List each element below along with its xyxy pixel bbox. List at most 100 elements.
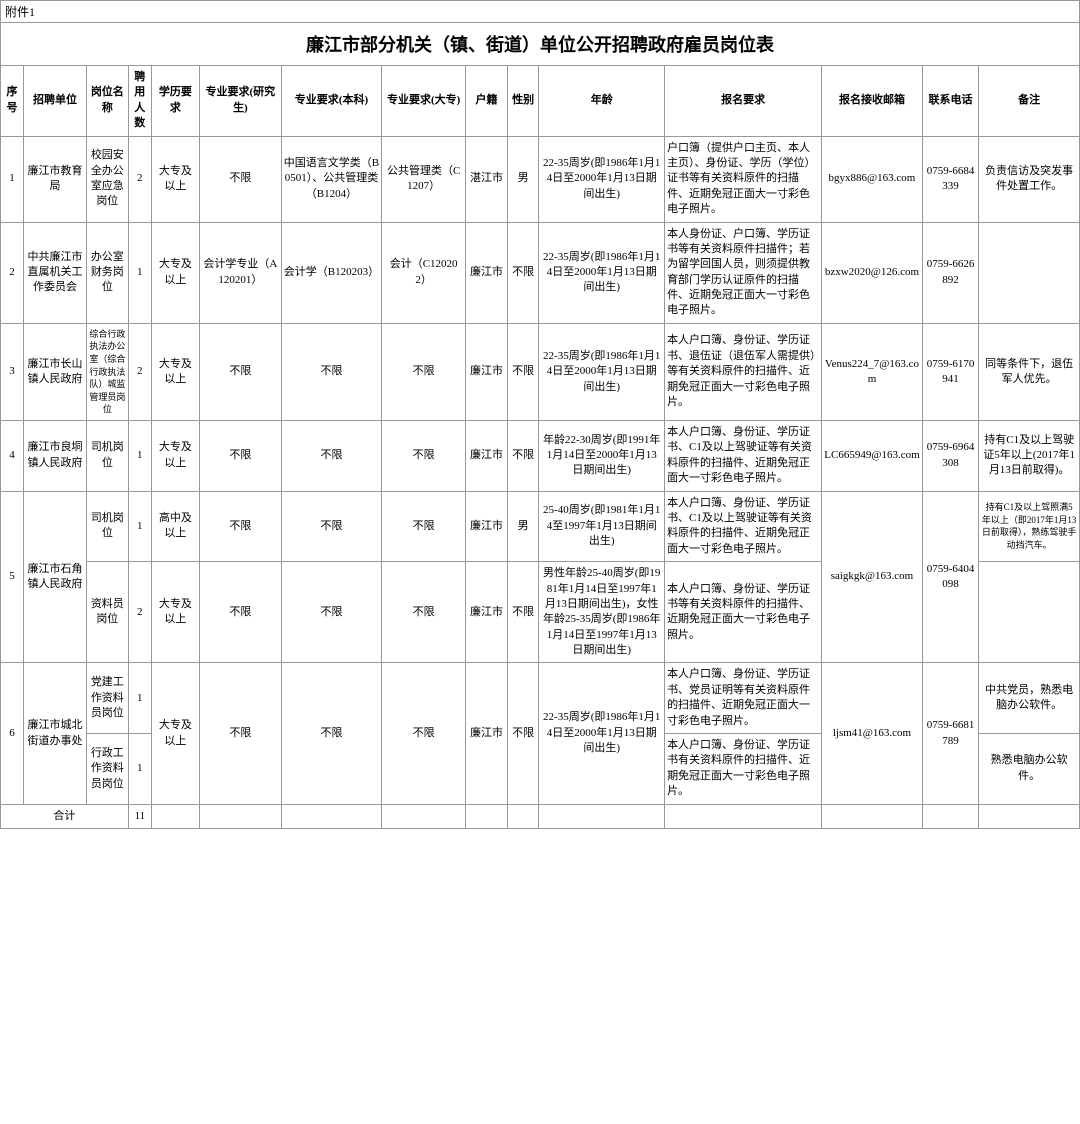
table-row: 4 廉江市良垌镇人民政府 司机岗位 1 大专及以上 不限 不限 不限 廉江市 不… bbox=[1, 421, 1080, 492]
cell-remark: 中共党员，熟悉电脑办公软件。 bbox=[979, 663, 1080, 734]
cell-age: 男性年龄25-40周岁(即1981年1月14日至1997年1月13日期间出生)，… bbox=[539, 562, 665, 663]
th-phone: 联系电话 bbox=[922, 66, 979, 137]
cell-edu: 大专及以上 bbox=[151, 562, 199, 663]
cell-empty bbox=[665, 804, 822, 828]
cell-hukou: 廉江市 bbox=[466, 491, 508, 562]
cell-empty bbox=[922, 804, 979, 828]
cell-total-label: 合计 bbox=[1, 804, 129, 828]
cell-empty bbox=[507, 804, 538, 828]
cell-post: 资料员岗位 bbox=[86, 562, 128, 663]
table-row: 1 廉江市教育局 校园安全办公室应急岗位 2 大专及以上 不限 中国语言文学类（… bbox=[1, 136, 1080, 222]
cell-apply-req: 本人户口簿、身份证、学历证书、C1及以上驾驶证等有关资料原件的扫描件、近期免冠正… bbox=[665, 491, 822, 562]
cell-phone: 0759-6170941 bbox=[922, 323, 979, 420]
recruitment-table: 序号 招聘单位 岗位名称 聘用人数 学历要求 专业要求(研究生) 专业要求(本科… bbox=[0, 65, 1080, 829]
cell-count: 1 bbox=[128, 663, 151, 734]
cell-email: bgyx886@163.com bbox=[822, 136, 923, 222]
cell-email: bzxw2020@126.com bbox=[822, 222, 923, 323]
cell-major-grad: 会计学专业（A120201） bbox=[199, 222, 281, 323]
cell-seq: 4 bbox=[1, 421, 24, 492]
cell-empty bbox=[281, 804, 382, 828]
cell-apply-req: 本人户口簿、身份证、学历证书、退伍证（退伍军人需提供）等有关资料原件的扫描件、近… bbox=[665, 323, 822, 420]
cell-remark bbox=[979, 562, 1080, 663]
cell-major-bach: 中国语言文学类（B0501）、公共管理类（B1204） bbox=[281, 136, 382, 222]
cell-edu: 大专及以上 bbox=[151, 421, 199, 492]
cell-major-coll: 不限 bbox=[382, 663, 466, 804]
cell-edu: 大专及以上 bbox=[151, 136, 199, 222]
cell-phone: 0759-6404098 bbox=[922, 491, 979, 663]
cell-seq: 5 bbox=[1, 491, 24, 663]
cell-seq: 6 bbox=[1, 663, 24, 804]
cell-apply-req: 本人户口簿、身份证、学历证书、党员证明等有关资料原件的扫描件、近期免冠正面大一寸… bbox=[665, 663, 822, 734]
cell-post: 行政工作资料员岗位 bbox=[86, 734, 128, 805]
cell-unit: 廉江市长山镇人民政府 bbox=[24, 323, 87, 420]
cell-unit: 廉江市良垌镇人民政府 bbox=[24, 421, 87, 492]
cell-major-grad: 不限 bbox=[199, 663, 281, 804]
cell-major-grad: 不限 bbox=[199, 562, 281, 663]
cell-email: Venus224_7@163.com bbox=[822, 323, 923, 420]
cell-major-coll: 不限 bbox=[382, 491, 466, 562]
cell-empty bbox=[979, 804, 1080, 828]
th-major-coll: 专业要求(大专) bbox=[382, 66, 466, 137]
cell-major-grad: 不限 bbox=[199, 323, 281, 420]
th-unit: 招聘单位 bbox=[24, 66, 87, 137]
cell-post: 办公室财务岗位 bbox=[86, 222, 128, 323]
cell-count: 1 bbox=[128, 222, 151, 323]
cell-hukou: 廉江市 bbox=[466, 663, 508, 804]
cell-edu: 大专及以上 bbox=[151, 663, 199, 804]
cell-hukou: 湛江市 bbox=[466, 136, 508, 222]
cell-apply-req: 本人户口簿、身份证、学历证书有关资料原件的扫描件、近期免冠正面大一寸彩色电子照片… bbox=[665, 734, 822, 805]
table-row: 3 廉江市长山镇人民政府 综合行政执法办公室（综合行政执法队）城监管理员岗位 2… bbox=[1, 323, 1080, 420]
th-major-bach: 专业要求(本科) bbox=[281, 66, 382, 137]
cell-count: 2 bbox=[128, 323, 151, 420]
cell-major-coll: 公共管理类（C1207） bbox=[382, 136, 466, 222]
cell-edu: 高中及以上 bbox=[151, 491, 199, 562]
cell-seq: 1 bbox=[1, 136, 24, 222]
cell-remark: 持有C1及以上驾驶证5年以上(2017年1月13日前取得)。 bbox=[979, 421, 1080, 492]
cell-email: ljsm41@163.com bbox=[822, 663, 923, 804]
cell-major-bach: 会计学（B120203） bbox=[281, 222, 382, 323]
table-header-row: 序号 招聘单位 岗位名称 聘用人数 学历要求 专业要求(研究生) 专业要求(本科… bbox=[1, 66, 1080, 137]
cell-major-grad: 不限 bbox=[199, 421, 281, 492]
cell-remark: 熟悉电脑办公软件。 bbox=[979, 734, 1080, 805]
cell-count: 2 bbox=[128, 562, 151, 663]
table-row: 6 廉江市城北街道办事处 党建工作资料员岗位 1 大专及以上 不限 不限 不限 … bbox=[1, 663, 1080, 734]
cell-post: 党建工作资料员岗位 bbox=[86, 663, 128, 734]
cell-count: 2 bbox=[128, 136, 151, 222]
cell-gender: 不限 bbox=[507, 562, 538, 663]
th-major-grad: 专业要求(研究生) bbox=[199, 66, 281, 137]
cell-age: 年龄22-30周岁(即1991年1月14日至2000年1月13日期间出生) bbox=[539, 421, 665, 492]
cell-major-coll: 会计（C120202） bbox=[382, 222, 466, 323]
cell-major-bach: 不限 bbox=[281, 421, 382, 492]
cell-gender: 不限 bbox=[507, 421, 538, 492]
cell-empty bbox=[151, 804, 199, 828]
attachment-label: 附件1 bbox=[0, 0, 1080, 22]
cell-empty bbox=[539, 804, 665, 828]
cell-empty bbox=[382, 804, 466, 828]
cell-empty bbox=[199, 804, 281, 828]
cell-major-bach: 不限 bbox=[281, 323, 382, 420]
cell-remark: 同等条件下，退伍军人优先。 bbox=[979, 323, 1080, 420]
cell-seq: 2 bbox=[1, 222, 24, 323]
th-hukou: 户籍 bbox=[466, 66, 508, 137]
cell-post: 司机岗位 bbox=[86, 421, 128, 492]
cell-phone: 0759-6964308 bbox=[922, 421, 979, 492]
cell-empty bbox=[822, 804, 923, 828]
cell-major-grad: 不限 bbox=[199, 491, 281, 562]
cell-phone: 0759-6626892 bbox=[922, 222, 979, 323]
th-edu: 学历要求 bbox=[151, 66, 199, 137]
cell-hukou: 廉江市 bbox=[466, 222, 508, 323]
cell-gender: 不限 bbox=[507, 663, 538, 804]
cell-hukou: 廉江市 bbox=[466, 562, 508, 663]
th-age: 年龄 bbox=[539, 66, 665, 137]
cell-major-coll: 不限 bbox=[382, 421, 466, 492]
cell-count: 1 bbox=[128, 421, 151, 492]
th-remark: 备注 bbox=[979, 66, 1080, 137]
cell-unit: 廉江市教育局 bbox=[24, 136, 87, 222]
cell-remark: 持有C1及以上驾照满5年以上（即2017年1月13日前取得），熟练驾驶手动挡汽车… bbox=[979, 491, 1080, 562]
cell-unit: 廉江市城北街道办事处 bbox=[24, 663, 87, 804]
cell-major-coll: 不限 bbox=[382, 562, 466, 663]
cell-major-bach: 不限 bbox=[281, 663, 382, 804]
cell-count: 1 bbox=[128, 491, 151, 562]
page-title: 廉江市部分机关（镇、街道）单位公开招聘政府雇员岗位表 bbox=[0, 22, 1080, 65]
cell-unit: 中共廉江市直属机关工作委员会 bbox=[24, 222, 87, 323]
